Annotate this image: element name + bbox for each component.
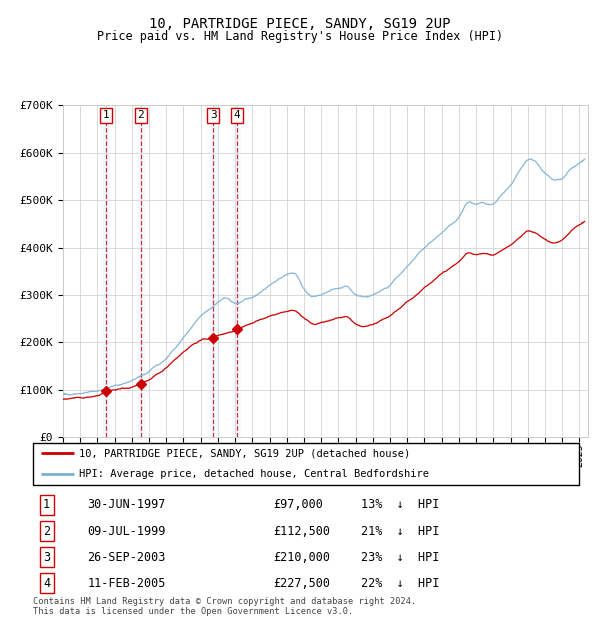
Text: 26-SEP-2003: 26-SEP-2003: [88, 551, 166, 564]
Text: 23%  ↓  HPI: 23% ↓ HPI: [361, 551, 439, 564]
Text: 3: 3: [210, 110, 217, 120]
Text: 10, PARTRIDGE PIECE, SANDY, SG19 2UP: 10, PARTRIDGE PIECE, SANDY, SG19 2UP: [149, 17, 451, 32]
Bar: [137, 105, 145, 437]
Text: 1: 1: [103, 110, 109, 120]
Text: £112,500: £112,500: [273, 525, 330, 538]
Text: £210,000: £210,000: [273, 551, 330, 564]
Text: £97,000: £97,000: [273, 498, 323, 511]
Text: 21%  ↓  HPI: 21% ↓ HPI: [361, 525, 439, 538]
Text: 13%  ↓  HPI: 13% ↓ HPI: [361, 498, 439, 511]
Bar: [209, 105, 218, 437]
Text: HPI: Average price, detached house, Central Bedfordshire: HPI: Average price, detached house, Cent…: [79, 469, 430, 479]
Text: 11-FEB-2005: 11-FEB-2005: [88, 577, 166, 590]
Text: 30-JUN-1997: 30-JUN-1997: [88, 498, 166, 511]
Text: 10, PARTRIDGE PIECE, SANDY, SG19 2UP (detached house): 10, PARTRIDGE PIECE, SANDY, SG19 2UP (de…: [79, 448, 410, 458]
Text: 4: 4: [43, 577, 50, 590]
Text: Price paid vs. HM Land Registry's House Price Index (HPI): Price paid vs. HM Land Registry's House …: [97, 30, 503, 43]
Text: 2: 2: [43, 525, 50, 538]
Text: 3: 3: [43, 551, 50, 564]
Text: Contains HM Land Registry data © Crown copyright and database right 2024.
This d: Contains HM Land Registry data © Crown c…: [33, 597, 416, 616]
Text: 2: 2: [137, 110, 144, 120]
Text: £227,500: £227,500: [273, 577, 330, 590]
Text: 1: 1: [43, 498, 50, 511]
Bar: [233, 105, 241, 437]
Bar: [101, 105, 110, 437]
Text: 09-JUL-1999: 09-JUL-1999: [88, 525, 166, 538]
Text: 22%  ↓  HPI: 22% ↓ HPI: [361, 577, 439, 590]
Text: 4: 4: [234, 110, 241, 120]
